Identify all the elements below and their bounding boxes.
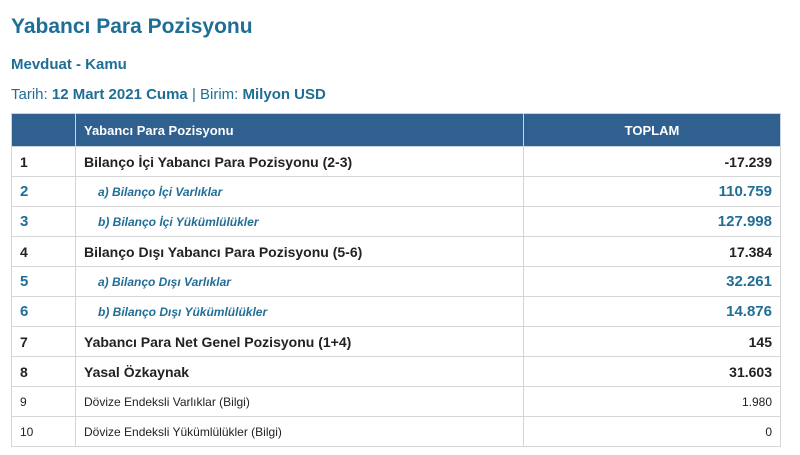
row-value: 127.998: [523, 206, 781, 237]
unit-value: Milyon USD: [242, 86, 326, 103]
row-number: 8: [11, 356, 76, 387]
row-number: 3: [11, 206, 76, 237]
row-label: Dövize Endeksli Varlıklar (Bilgi): [84, 394, 250, 409]
row-label: Dövize Endeksli Yükümlülükler (Bilgi): [84, 424, 282, 439]
row-label: Bilanço Dışı Yabancı Para Pozisyonu (5-6…: [84, 243, 363, 260]
header-total: TOPLAM: [523, 113, 781, 147]
row-value: 17.384: [523, 236, 781, 267]
row-label: b) Bilanço İçi Yükümlülükler: [98, 214, 259, 229]
separator: |: [191, 86, 196, 103]
row-number: 4: [11, 236, 76, 267]
row-number: 7: [11, 326, 76, 357]
row-label-cell: Bilanço Dışı Yabancı Para Pozisyonu (5-6…: [75, 236, 524, 267]
row-value: 14.876: [523, 296, 781, 327]
table-row: 2 a) Bilanço İçi Varlıklar 110.759: [11, 176, 781, 207]
row-number: 9: [11, 386, 76, 417]
date-label: Tarih:: [11, 86, 48, 103]
fx-position-table: Yabancı Para Pozisyonu TOPLAM 1 Bilanço …: [11, 113, 781, 447]
row-label: Bilanço İçi Yabancı Para Pozisyonu (2-3): [84, 153, 353, 170]
table-row: 1 Bilanço İçi Yabancı Para Pozisyonu (2-…: [11, 146, 781, 177]
row-label-cell: b) Bilanço Dışı Yükümlülükler: [75, 296, 524, 327]
row-number: 2: [11, 176, 76, 207]
row-value: 1.980: [523, 386, 781, 417]
row-label: a) Bilanço İçi Varlıklar: [98, 184, 223, 199]
table-row: 4 Bilanço Dışı Yabancı Para Pozisyonu (5…: [11, 236, 781, 267]
row-label-cell: Bilanço İçi Yabancı Para Pozisyonu (2-3): [75, 146, 524, 177]
page-subtitle: Mevduat - Kamu: [11, 56, 127, 73]
table-header: Yabancı Para Pozisyonu TOPLAM: [11, 113, 781, 147]
row-value: 110.759: [523, 176, 781, 207]
header-label: Yabancı Para Pozisyonu: [75, 113, 524, 147]
row-label: Yabancı Para Net Genel Pozisyonu (1+4): [84, 333, 352, 350]
table-row: 3 b) Bilanço İçi Yükümlülükler 127.998: [11, 206, 781, 237]
row-number: 10: [11, 416, 76, 447]
row-value: 145: [523, 326, 781, 357]
row-number: 1: [11, 146, 76, 177]
header-no: [11, 113, 76, 147]
table-row: 5 a) Bilanço Dışı Varlıklar 32.261: [11, 266, 781, 297]
row-label-cell: Yasal Özkaynak: [75, 356, 524, 387]
table-row: 10 Dövize Endeksli Yükümlülükler (Bilgi)…: [11, 416, 781, 447]
table-row: 8 Yasal Özkaynak 31.603: [11, 356, 781, 387]
row-label: Yasal Özkaynak: [84, 363, 190, 380]
date-value: 12 Mart 2021 Cuma: [51, 86, 188, 103]
row-value: 0: [523, 416, 781, 447]
row-value: 31.603: [523, 356, 781, 387]
row-label-cell: b) Bilanço İçi Yükümlülükler: [75, 206, 524, 237]
row-number: 6: [11, 296, 76, 327]
row-label-cell: Dövize Endeksli Yükümlülükler (Bilgi): [75, 416, 524, 447]
row-value: 32.261: [523, 266, 781, 297]
page-title: Yabancı Para Pozisyonu: [11, 15, 253, 38]
row-label-cell: Dövize Endeksli Varlıklar (Bilgi): [75, 386, 524, 417]
report-meta: Tarih: 12 Mart 2021 Cuma | Birim: Milyon…: [11, 86, 789, 104]
table-row: 6 b) Bilanço Dışı Yükümlülükler 14.876: [11, 296, 781, 327]
row-number: 5: [11, 266, 76, 297]
row-label-cell: Yabancı Para Net Genel Pozisyonu (1+4): [75, 326, 524, 357]
row-label: a) Bilanço Dışı Varlıklar: [98, 274, 231, 289]
table-row: 7 Yabancı Para Net Genel Pozisyonu (1+4)…: [11, 326, 781, 357]
row-label-cell: a) Bilanço İçi Varlıklar: [75, 176, 524, 207]
row-label: b) Bilanço Dışı Yükümlülükler: [98, 304, 268, 319]
table-row: 9 Dövize Endeksli Varlıklar (Bilgi) 1.98…: [11, 386, 781, 417]
unit-label: Birim:: [200, 86, 239, 103]
row-value: -17.239: [523, 146, 781, 177]
row-label-cell: a) Bilanço Dışı Varlıklar: [75, 266, 524, 297]
